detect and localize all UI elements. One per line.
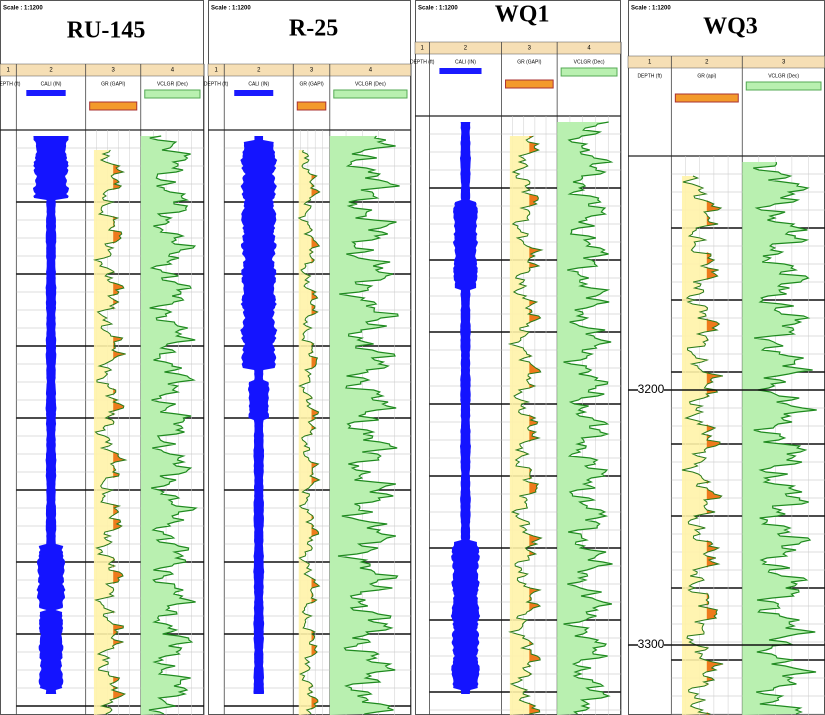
depth-label: 3200	[638, 382, 665, 396]
curve-header: CALI (IN)	[248, 81, 269, 87]
scale-label: Scale : 1:1200	[418, 6, 458, 12]
gr-fill	[509, 136, 542, 715]
well-title: WQ1	[495, 2, 550, 28]
well-title: WQ3	[703, 14, 758, 40]
vcl-curve	[337, 135, 400, 715]
curve-header: CALI (IN)	[455, 59, 476, 65]
track-number: 3	[310, 68, 314, 74]
curve-header: CALI (IN)	[41, 81, 62, 87]
track-number: 1	[214, 68, 218, 74]
depth-label-bg	[638, 382, 664, 398]
log-panel: Scale : 1:1200 RU-145 1 DEPTH (ft) 2 CALI (IN…	[0, 0, 205, 715]
vcl-curve	[563, 121, 614, 715]
curve-swatch	[745, 81, 822, 91]
track-number: 2	[49, 68, 53, 74]
gr-curve	[507, 135, 544, 715]
gr-shale-fill	[706, 176, 724, 715]
curve-header: VCLGR (Dec)	[574, 59, 605, 65]
track-number: 4	[171, 68, 175, 74]
curve-swatch	[560, 67, 618, 77]
curve-header: VCLGR (Dec)	[157, 81, 188, 87]
scale-label: Scale : 1:1200	[631, 6, 671, 12]
gr-shale-fill	[113, 150, 126, 715]
log-panel: Scale : 1:1200 WQ3 1 DEPTH (ft) 2 GR (api) 3 VC…	[627, 0, 825, 715]
track-number: 3	[782, 60, 786, 66]
depth-label-bg	[638, 637, 664, 653]
curve-swatch	[674, 93, 739, 103]
gr-fill	[681, 176, 724, 715]
curve-swatch	[26, 90, 66, 96]
track-number-row	[627, 55, 825, 69]
vcl-curve	[753, 161, 817, 715]
well-title: RU-145	[67, 18, 146, 44]
curve-header: GR (api)	[697, 73, 716, 79]
track-number: 4	[369, 68, 373, 74]
curve-header: GR (GAPI)	[517, 59, 542, 65]
curve-header: GR (GAPI)	[101, 81, 126, 87]
caliper-curve	[450, 122, 481, 694]
track-number: 4	[587, 46, 591, 52]
track-number: 2	[705, 60, 709, 66]
curve-header: DEPTH (ft)	[0, 81, 21, 87]
curve-header: DEPTH (ft)	[204, 81, 229, 87]
curve-header: GR (GAPI)	[299, 81, 324, 87]
curve-swatch	[234, 90, 274, 96]
scale-label: Scale : 1:1200	[211, 6, 251, 12]
curve-swatch	[144, 89, 201, 99]
caliper-curve	[32, 136, 70, 694]
track-number: 1	[648, 60, 652, 66]
curve-swatch	[89, 101, 138, 111]
log-panel: Scale : 1:1200 R-25 1 DEPTH (ft) 2 CALI (IN) 3…	[204, 0, 412, 715]
curve-swatch	[296, 101, 327, 111]
scale-label: Scale : 1:1200	[3, 6, 43, 12]
track-number: 3	[112, 68, 116, 74]
depth-label: 3300	[638, 637, 665, 651]
track-number: 1	[6, 68, 10, 74]
gr-curve	[681, 175, 724, 715]
track-number: 3	[528, 46, 532, 52]
curve-header: VCLGR (Dec)	[768, 73, 799, 79]
vcl-fill	[742, 162, 817, 715]
track-number: 2	[257, 68, 261, 74]
curve-swatch	[333, 89, 408, 99]
gr-curve	[92, 149, 128, 715]
well-title: R-25	[289, 16, 338, 42]
curve-header: DEPTH (ft)	[410, 59, 435, 65]
vcl-fill	[557, 122, 613, 715]
vcl-curve	[148, 135, 198, 715]
track-number: 2	[464, 46, 468, 52]
caliper-curve	[240, 136, 278, 694]
gr-curve	[297, 149, 321, 715]
curve-swatch	[505, 79, 554, 89]
curve-header: DEPTH (ft)	[637, 73, 662, 79]
log-panel: Scale : 1:1200 WQ1 1 DEPTH (ft) 2 CALI (IN) 3 G…	[410, 0, 622, 715]
curve-swatch	[439, 68, 482, 74]
track-number: 1	[421, 46, 425, 52]
curve-header: VCLGR (Dec)	[355, 81, 386, 87]
vcl-fill	[329, 136, 400, 715]
